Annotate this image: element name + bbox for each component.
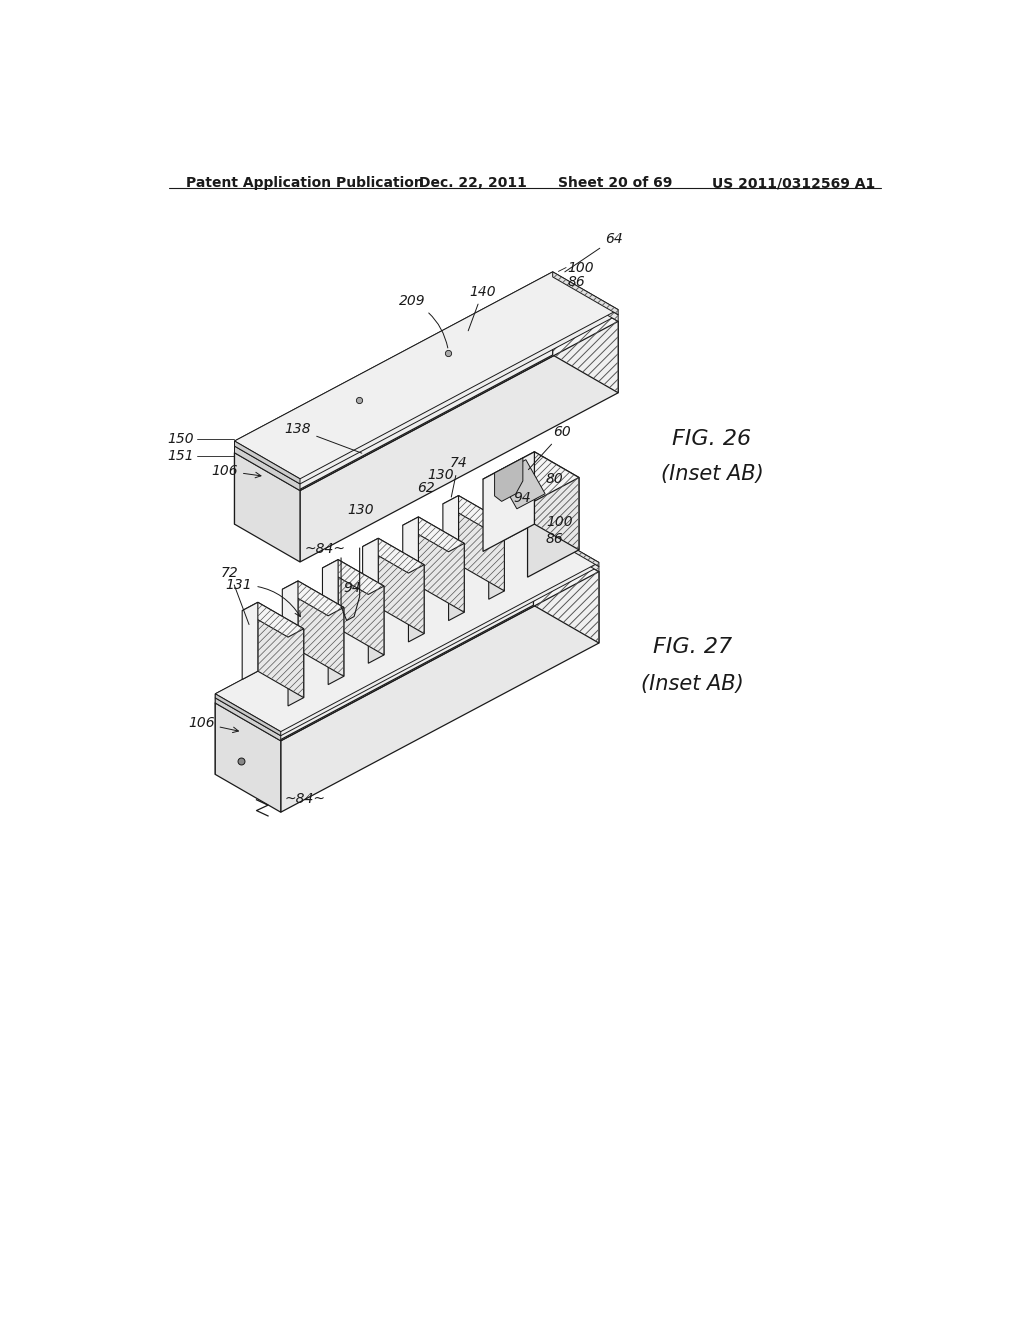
Polygon shape xyxy=(283,581,298,659)
Polygon shape xyxy=(449,544,464,620)
Polygon shape xyxy=(483,451,579,504)
Text: Dec. 22, 2011: Dec. 22, 2011 xyxy=(419,176,527,190)
Polygon shape xyxy=(488,523,505,599)
Text: Patent Application Publication: Patent Application Publication xyxy=(186,176,424,190)
Polygon shape xyxy=(215,524,599,731)
Polygon shape xyxy=(419,517,464,612)
Polygon shape xyxy=(553,272,618,314)
Polygon shape xyxy=(234,453,300,562)
Polygon shape xyxy=(534,533,599,643)
Text: ~84~: ~84~ xyxy=(285,792,326,807)
Polygon shape xyxy=(215,533,534,775)
Polygon shape xyxy=(283,581,344,615)
Polygon shape xyxy=(234,441,300,484)
Text: 131: 131 xyxy=(225,578,300,616)
Text: 130: 130 xyxy=(347,503,374,517)
Polygon shape xyxy=(281,572,599,812)
Text: ~84~: ~84~ xyxy=(304,543,345,556)
Polygon shape xyxy=(234,284,618,491)
Polygon shape xyxy=(409,565,424,642)
Polygon shape xyxy=(243,602,258,680)
Polygon shape xyxy=(234,272,553,446)
Polygon shape xyxy=(288,628,304,706)
Polygon shape xyxy=(234,446,300,491)
Text: 106: 106 xyxy=(211,463,261,478)
Text: 86: 86 xyxy=(546,532,563,545)
Text: 130: 130 xyxy=(427,469,454,482)
Text: 151: 151 xyxy=(167,449,194,463)
Polygon shape xyxy=(215,529,534,704)
Polygon shape xyxy=(362,539,378,615)
Polygon shape xyxy=(553,284,618,393)
Polygon shape xyxy=(362,539,424,573)
Text: 140: 140 xyxy=(468,285,496,331)
Text: 106: 106 xyxy=(188,715,239,733)
Polygon shape xyxy=(300,321,618,562)
Polygon shape xyxy=(527,478,579,577)
Text: 72: 72 xyxy=(221,566,249,624)
Text: Sheet 20 of 69: Sheet 20 of 69 xyxy=(558,176,673,190)
Text: 86: 86 xyxy=(567,275,586,289)
Text: 74: 74 xyxy=(450,455,467,498)
Text: 64: 64 xyxy=(565,232,623,272)
Polygon shape xyxy=(215,533,599,741)
Polygon shape xyxy=(402,517,464,552)
Polygon shape xyxy=(328,607,344,685)
Polygon shape xyxy=(234,277,553,453)
Polygon shape xyxy=(215,698,281,741)
Text: 80: 80 xyxy=(546,471,563,486)
Polygon shape xyxy=(258,602,304,698)
Polygon shape xyxy=(535,451,579,550)
Text: (Inset AB): (Inset AB) xyxy=(641,673,744,693)
Polygon shape xyxy=(215,529,599,735)
Polygon shape xyxy=(215,524,534,698)
Polygon shape xyxy=(498,459,545,508)
Text: FIG. 26: FIG. 26 xyxy=(673,429,752,449)
Polygon shape xyxy=(378,539,424,634)
Polygon shape xyxy=(298,581,344,676)
Text: FIG. 27: FIG. 27 xyxy=(653,638,732,657)
Polygon shape xyxy=(215,704,281,812)
Polygon shape xyxy=(323,560,338,636)
Text: 100: 100 xyxy=(567,260,594,275)
Text: 138: 138 xyxy=(285,422,361,453)
Polygon shape xyxy=(402,517,419,594)
Polygon shape xyxy=(234,272,618,479)
Polygon shape xyxy=(338,560,384,655)
Text: 62: 62 xyxy=(417,482,434,495)
Polygon shape xyxy=(369,586,384,663)
Text: 94: 94 xyxy=(343,581,360,595)
Polygon shape xyxy=(215,694,281,735)
Polygon shape xyxy=(443,495,459,573)
Polygon shape xyxy=(483,451,535,552)
Text: 209: 209 xyxy=(398,294,447,348)
Polygon shape xyxy=(234,277,618,484)
Polygon shape xyxy=(323,560,384,594)
Text: US 2011/0312569 A1: US 2011/0312569 A1 xyxy=(712,176,876,190)
Polygon shape xyxy=(534,524,599,566)
Polygon shape xyxy=(443,495,505,531)
Polygon shape xyxy=(234,284,553,524)
Polygon shape xyxy=(534,529,599,572)
Text: 60: 60 xyxy=(528,425,571,470)
Polygon shape xyxy=(553,277,618,321)
Polygon shape xyxy=(243,602,304,638)
Polygon shape xyxy=(495,458,523,502)
Text: 94: 94 xyxy=(513,491,531,506)
Text: 150: 150 xyxy=(167,432,194,446)
Text: (Inset AB): (Inset AB) xyxy=(660,465,763,484)
Polygon shape xyxy=(459,495,505,591)
Text: 100: 100 xyxy=(546,515,572,528)
